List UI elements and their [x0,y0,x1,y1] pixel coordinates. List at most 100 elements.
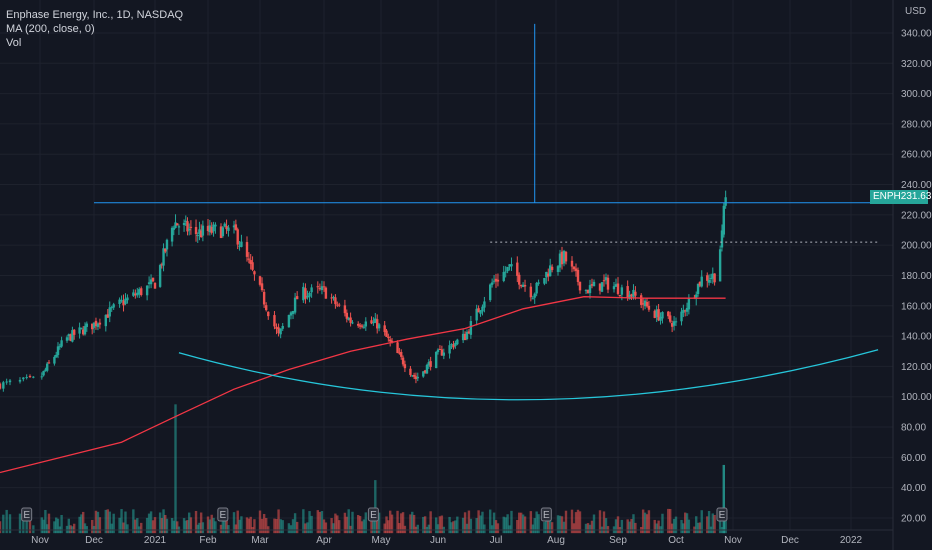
legend-ma[interactable]: MA (200, close, 0) [6,23,95,35]
candle-body [504,271,507,273]
earnings-marker-letter: E [370,510,377,521]
volume-bar [700,510,703,534]
candle-body [645,301,649,307]
candle-body [360,325,364,327]
volume-bar [469,518,473,534]
volume-bar [438,516,442,534]
candle-body [338,304,341,306]
volume-bar [279,519,282,534]
candle-body [210,226,213,233]
candle-body [53,356,56,364]
candle-body [273,315,276,327]
candle-body [275,326,278,329]
candle-body [630,294,633,297]
legend-title[interactable]: Enphase Energy, Inc., 1D, NASDAQ [6,9,184,21]
price-tick-label: 320.00 [901,59,932,70]
volume-bar [258,510,262,534]
candle-body [345,312,348,319]
earnings-marker [217,507,229,522]
candle-body [194,227,198,235]
price-tick-label: 60.00 [901,453,926,464]
volume-bar [249,516,252,534]
volume-bar [685,513,689,534]
candle-body [724,197,727,206]
candle-body [614,284,618,287]
legend-vol[interactable]: Vol [6,37,22,49]
volume-bar [122,522,125,534]
candle-body [414,376,418,380]
volume-bar [56,518,60,534]
time-axis[interactable]: Nov Dec 2021 Feb Mar Apr May Jun Jul Aug Sep Oct Nov… [0,529,893,546]
volume-bar [429,511,432,534]
candle-body [564,251,568,262]
currency-label: USD [905,6,926,17]
volume-bar [351,511,354,534]
candle-body [718,249,722,282]
candle-body [385,330,388,337]
volume-bar [347,509,350,534]
candle-body [461,333,465,341]
price-axis[interactable]: 340.00 320.00 300.00 280.00 260.00 240.00 220.… [892,0,932,550]
candle-body [537,282,540,284]
time-tick-label: May [372,535,391,546]
candle-body [523,285,527,287]
time-tick-label: Mar [251,535,269,546]
volume-bar [236,510,239,534]
candle-body [547,273,550,277]
candle-body [440,349,444,356]
time-tick-label: Dec [85,535,103,546]
candle-body [126,297,129,301]
volume-bar [223,518,226,534]
candle-body [44,369,47,371]
volume-bar [533,518,536,534]
candle-body [469,321,473,335]
price-candles [0,190,727,392]
candle-body [165,239,169,250]
candle-body [558,253,562,268]
candle-body [508,264,511,267]
volume-bar [383,523,386,534]
candle-body [643,300,647,307]
volume-bar [647,510,651,534]
candle-body [83,326,87,335]
candle-body [240,241,243,247]
volume-bar [187,512,191,534]
volume-bar [124,511,127,534]
volume-bar [604,518,608,534]
volume-bar [2,514,5,534]
candle-body [58,346,61,348]
volume-bar [212,517,215,534]
volume-bar [110,523,113,534]
candle-body [687,298,691,310]
candle-body [374,318,377,323]
volume-bar [308,511,311,534]
volume-bar [467,510,471,534]
candle-body [214,224,217,227]
volume-bar [336,515,339,534]
candle-body [343,305,347,314]
volume-bar [588,524,592,534]
candle-body [124,298,127,304]
candle-body [674,321,678,323]
candle-body [56,346,60,355]
candle-body [401,357,405,365]
candle-body [436,349,440,353]
candle-body [22,377,25,380]
candle-body [236,229,239,245]
volume-bar [174,404,177,534]
candle-body [176,223,179,226]
candle-body [574,268,578,272]
candle-body [347,317,350,320]
candle-body [82,329,85,335]
candle-body [556,266,560,272]
volume-bar [463,512,467,534]
volume-bar [332,523,335,534]
candle-body [160,264,164,266]
candle-body [351,322,354,324]
volume-bar [560,516,564,534]
candle-body [626,286,629,298]
volume-bar [403,525,407,534]
volume-bar [669,509,672,534]
candle-body [562,250,566,264]
